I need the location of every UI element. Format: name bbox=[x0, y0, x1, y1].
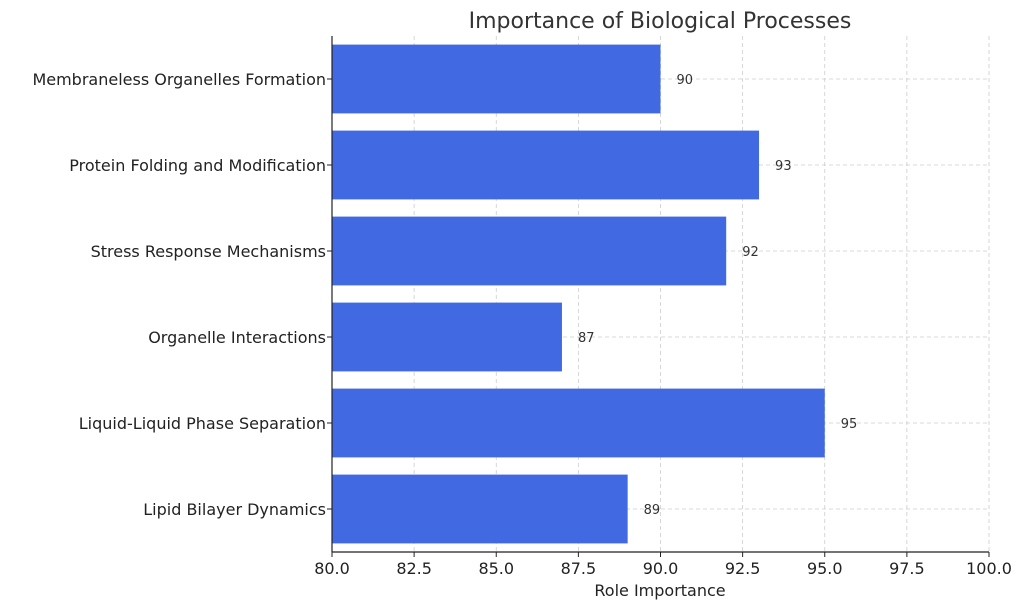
data-label: 89 bbox=[644, 503, 661, 518]
data-label: 92 bbox=[742, 245, 759, 260]
labels: 80.0 82.5 85.0 87.5 90.0 92.5 95.0 97.5 100.0 Mem… bbox=[32, 70, 1011, 578]
x-tick-label: 90.0 bbox=[643, 559, 679, 578]
x-tick-label: 80.0 bbox=[314, 559, 350, 578]
x-tick-label: 85.0 bbox=[478, 559, 514, 578]
x-tick-label: 92.5 bbox=[725, 559, 761, 578]
x-tick-label: 95.0 bbox=[807, 559, 843, 578]
category-label: Liquid-Liquid Phase Separation bbox=[79, 414, 326, 433]
bars bbox=[332, 44, 825, 544]
chart-title: Importance of Biological Processes bbox=[469, 9, 852, 34]
data-label: 87 bbox=[578, 331, 595, 346]
bar bbox=[332, 302, 562, 372]
axes bbox=[327, 36, 990, 557]
x-axis-label: Role Importance bbox=[594, 581, 725, 600]
data-label: 95 bbox=[841, 417, 858, 432]
data-label: 93 bbox=[775, 159, 792, 174]
bar bbox=[332, 388, 825, 458]
bar bbox=[332, 474, 628, 544]
data-label: 90 bbox=[677, 73, 694, 88]
category-label: Protein Folding and Modification bbox=[69, 156, 326, 175]
x-tick-label: 97.5 bbox=[889, 559, 925, 578]
bar bbox=[332, 44, 661, 114]
bar bbox=[332, 216, 727, 286]
grid-lines bbox=[331, 36, 990, 552]
bar bbox=[332, 130, 760, 200]
category-label: Membraneless Organelles Formation bbox=[32, 70, 326, 89]
category-label: Stress Response Mechanisms bbox=[91, 242, 326, 261]
category-label: Lipid Bilayer Dynamics bbox=[143, 500, 326, 519]
x-tick-label: 82.5 bbox=[396, 559, 432, 578]
category-label: Organelle Interactions bbox=[148, 328, 326, 347]
x-tick-label: 87.5 bbox=[561, 559, 597, 578]
x-tick-label: 100.0 bbox=[966, 559, 1012, 578]
